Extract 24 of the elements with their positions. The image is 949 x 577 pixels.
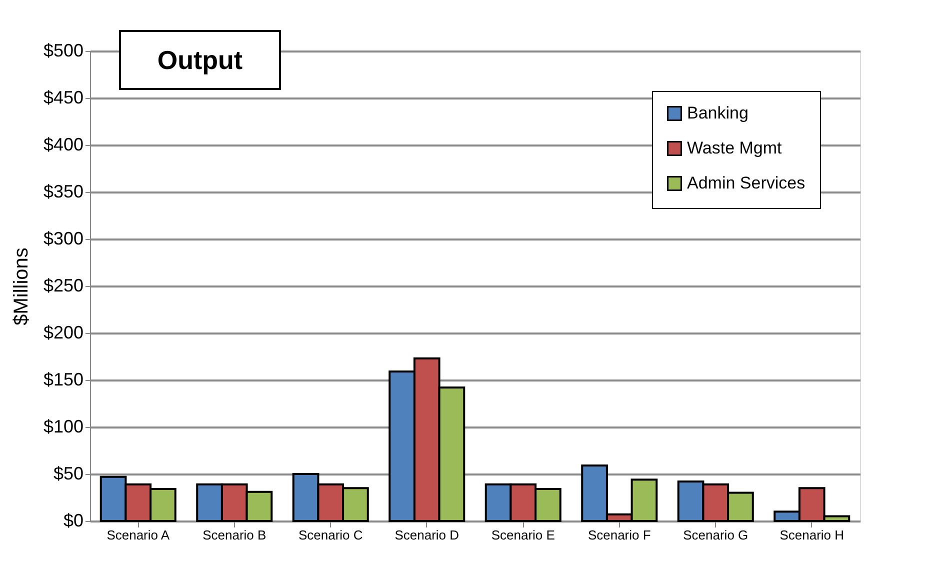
x-tick-label: Scenario E [491,528,556,542]
y-tick-label: $300 [43,228,84,248]
chart-title: Output [157,45,243,75]
y-tick-label: $350 [43,182,84,202]
legend-label: Waste Mgmt [687,138,782,158]
y-tick-label: $100 [43,416,84,436]
x-tick-label: Scenario G [683,528,748,542]
y-tick-label: $500 [43,40,84,60]
legend-label: Banking [687,104,748,122]
y-tick-label: $250 [43,276,84,296]
y-tick-label: $400 [43,134,84,154]
x-tick-label: Scenario D [394,528,460,542]
x-tick-label: Scenario B [202,528,266,542]
x-tick-label: Scenario A [106,528,170,542]
y-tick-label: $0 [63,510,84,530]
y-tick-label: $200 [43,322,84,342]
x-tick-label: Scenario F [588,528,651,542]
y-tick-label: $450 [43,88,84,108]
y-tick-label: $150 [43,370,84,390]
y-tick-label: $50 [53,464,84,484]
x-tick-label: Scenario C [298,528,363,542]
x-tick-label: Scenario H [780,528,844,542]
y-axis-title: $Millions [10,248,32,326]
legend-label: Admin Services [687,174,806,192]
